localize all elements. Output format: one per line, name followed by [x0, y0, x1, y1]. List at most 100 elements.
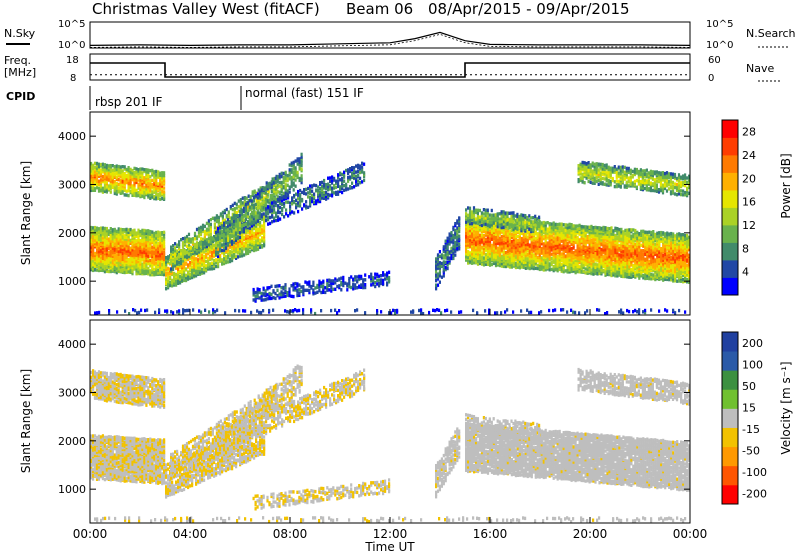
heatmap-cell — [487, 252, 489, 255]
heatmap-cell — [102, 163, 104, 166]
heatmap-cell — [229, 220, 231, 223]
heatmap-cell — [219, 254, 221, 257]
heatmap-cell — [271, 180, 273, 183]
heatmap-cell — [287, 194, 289, 197]
heatmap-cell — [443, 274, 445, 277]
heatmap-cell — [130, 239, 132, 242]
heatmap-cell — [141, 195, 143, 198]
heatmap-cell — [120, 257, 122, 260]
heatmap-cell — [221, 258, 223, 261]
heatmap-cell — [114, 173, 116, 176]
heatmap-cell — [96, 227, 98, 230]
heatmap-cell — [165, 272, 167, 275]
heatmap-cell — [529, 244, 531, 247]
heatmap-cell — [283, 215, 285, 218]
heatmap-cell — [261, 209, 263, 212]
heatmap-cell — [215, 265, 217, 268]
heatmap-cell — [333, 184, 335, 187]
heatmap-cell — [226, 214, 228, 217]
heatmap-cell — [149, 197, 151, 200]
heatmap-cell — [279, 173, 281, 176]
heatmap-cell — [204, 225, 206, 228]
heatmap-cell — [374, 285, 376, 288]
heatmap-cell — [104, 256, 106, 259]
heatmap-cell — [133, 189, 135, 192]
heatmap-cell — [343, 180, 345, 183]
heatmap-cell — [137, 229, 139, 232]
heatmap-cell — [241, 209, 243, 212]
heatmap-cell — [447, 261, 449, 264]
heatmap-cell — [477, 228, 479, 231]
heatmap-cell — [257, 219, 259, 222]
heatmap-cell — [481, 228, 483, 231]
heatmap-cell — [192, 247, 194, 250]
heatmap-cell — [155, 173, 157, 176]
heatmap-cell — [131, 169, 133, 172]
heatmap-cell — [228, 210, 230, 213]
heatmap-cell — [243, 219, 245, 222]
heatmap-cell — [507, 250, 509, 253]
heatmap-cell — [485, 253, 487, 256]
heatmap-cell — [203, 255, 205, 258]
heatmap-cell — [581, 245, 583, 248]
heatmap-cell — [267, 216, 269, 219]
heatmap-cell — [567, 270, 569, 273]
heatmap-cell — [441, 262, 443, 265]
heatmap-cell — [180, 249, 182, 252]
heatmap-cell — [120, 179, 122, 182]
heatmap-cell — [173, 272, 175, 275]
heatmap-cell — [563, 270, 565, 273]
heatmap-cell — [493, 253, 495, 256]
heatmap-cell — [541, 251, 543, 254]
heatmap-cell — [301, 168, 303, 171]
heatmap-cell — [315, 188, 317, 191]
heatmap-cell — [292, 288, 294, 291]
heatmap-cell — [118, 227, 120, 230]
heatmap-cell — [279, 206, 281, 209]
heatmap-cell — [145, 168, 147, 171]
heatmap-cell — [445, 240, 447, 243]
heatmap-cell — [296, 289, 298, 292]
heatmap-cell — [259, 239, 261, 242]
heatmap-cell — [122, 252, 124, 255]
heatmap-cell — [259, 202, 261, 205]
heatmap-cell — [294, 282, 296, 285]
heatmap-cell — [301, 153, 303, 156]
heatmap-cell — [284, 283, 286, 286]
heatmap-cell — [565, 254, 567, 257]
heatmap-cell — [212, 217, 214, 220]
heatmap-cell — [100, 227, 102, 230]
heatmap-cell — [149, 175, 151, 178]
heatmap-cell — [215, 250, 217, 253]
heatmap-cell — [305, 192, 307, 195]
heatmap-cell — [289, 190, 291, 193]
heatmap-cell — [182, 257, 184, 260]
heatmap-cell — [577, 236, 579, 239]
heatmap-cell — [458, 235, 460, 238]
heatmap-cell — [296, 282, 298, 285]
heatmap-cell — [533, 233, 535, 236]
heatmap-cell — [135, 272, 137, 275]
heatmap-cell — [171, 279, 173, 282]
heatmap-cell — [118, 253, 120, 256]
heatmap-cell — [98, 180, 100, 183]
heatmap-cell — [120, 228, 122, 231]
heatmap-cell — [249, 222, 251, 225]
heatmap-cell — [114, 165, 116, 168]
heatmap-cell — [329, 176, 331, 179]
heatmap-cell — [263, 229, 265, 232]
heatmap-cell — [102, 231, 104, 234]
heatmap-cell — [98, 227, 100, 230]
heatmap-cell — [198, 227, 200, 230]
heatmap-cell — [362, 284, 364, 287]
heatmap-cell — [233, 220, 235, 223]
heatmap-cell — [273, 208, 275, 211]
heatmap-cell — [275, 177, 277, 180]
heatmap-cell — [441, 253, 443, 256]
heatmap-cell — [124, 258, 126, 261]
heatmap-cell — [179, 270, 181, 273]
heatmap-cell — [343, 189, 345, 192]
heatmap-cell — [186, 254, 188, 257]
heatmap-cell — [187, 263, 189, 266]
heatmap-cell — [223, 233, 225, 236]
